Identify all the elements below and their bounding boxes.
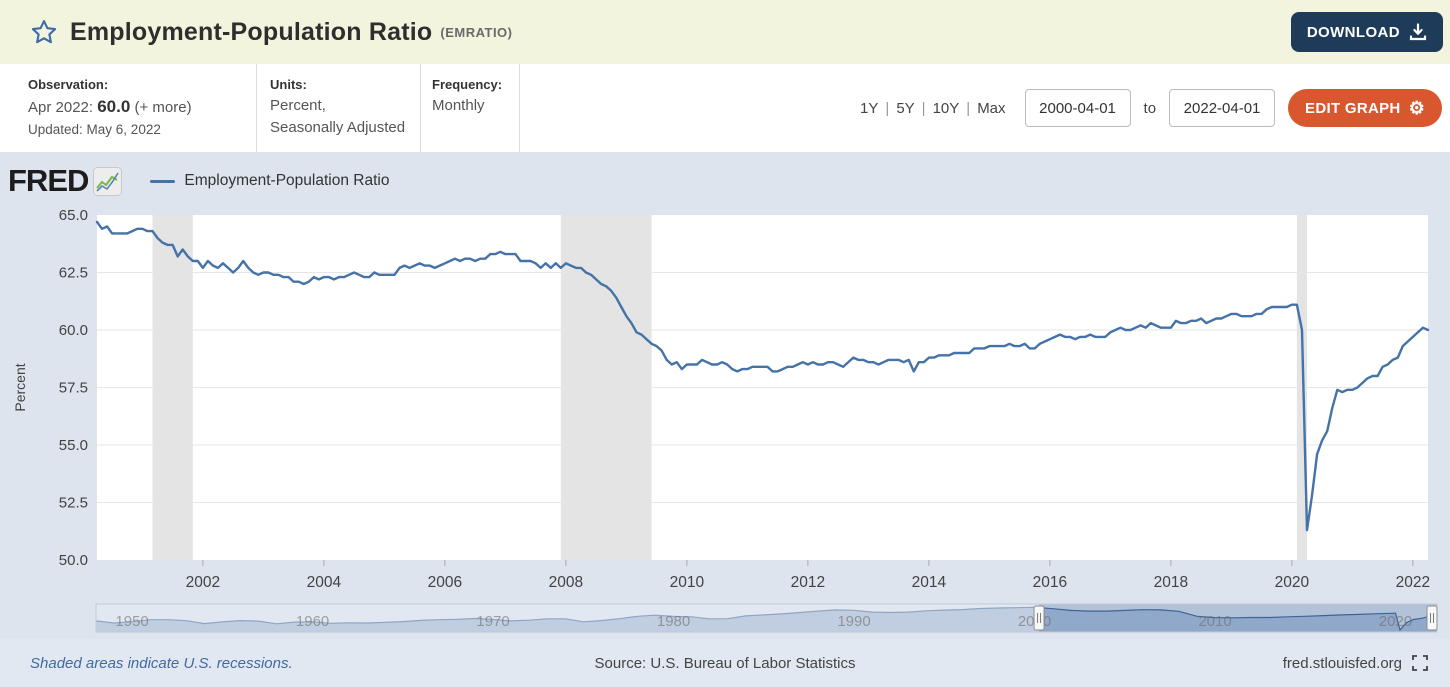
x-tick-label: 2014 [912, 574, 947, 591]
x-tick-label: 2002 [186, 574, 220, 591]
frequency-label: Frequency: [432, 77, 503, 92]
y-tick-label: 55.0 [59, 437, 88, 454]
x-tick-label: 2004 [307, 574, 342, 591]
y-tick-label: 60.0 [59, 322, 88, 339]
units-section: Units: Percent, Seasonally Adjusted [257, 64, 421, 152]
page-title: Employment-Population Ratio [70, 17, 433, 46]
units-label: Units: [270, 77, 307, 92]
x-tick-label: 2006 [428, 574, 462, 591]
y-tick-label: 62.5 [59, 265, 88, 282]
gear-icon: ⚙ [1408, 98, 1425, 118]
date-from-input[interactable] [1024, 89, 1131, 127]
series-legend: Employment-Population Ratio [150, 172, 389, 190]
y-tick-label: 57.5 [59, 380, 88, 397]
brand-row: FRED Employment-Population Ratio [8, 163, 389, 199]
download-icon [1409, 23, 1427, 41]
x-tick-label: 2010 [670, 574, 705, 591]
y-axis-title: Percent [12, 363, 28, 411]
range-separator: | [885, 99, 890, 117]
minimap-handle-right[interactable] [1426, 605, 1438, 631]
frequency-value: Monthly [432, 97, 485, 114]
observation-label: Observation: [28, 77, 109, 92]
y-tick-label: 50.0 [59, 552, 88, 569]
x-tick-label: 2022 [1396, 574, 1430, 591]
fullscreen-icon[interactable] [1412, 655, 1428, 671]
y-tick-label: 65.0 [59, 207, 88, 224]
download-button[interactable]: DOWNLOAD [1290, 12, 1443, 52]
range-10y[interactable]: 10Y [932, 99, 960, 117]
x-tick-label: 2020 [1275, 574, 1310, 591]
range-separator: | [921, 99, 926, 117]
minimap-handle-left[interactable] [1033, 605, 1045, 631]
range-presets: 1Y | 5Y | 10Y | Max [860, 100, 1005, 117]
units-value-line1: Percent, [270, 97, 326, 114]
recession-note: Shaded areas indicate U.S. recessions. [30, 654, 293, 672]
observation-more-link[interactable]: (+ more) [134, 99, 192, 116]
chart-section: FRED Employment-Population Ratio 65.0 62.… [0, 152, 1450, 687]
frequency-section: Frequency: Monthly [421, 64, 520, 152]
edit-graph-button[interactable]: EDIT GRAPH ⚙ [1288, 89, 1442, 127]
range-1y[interactable]: 1Y [860, 99, 879, 117]
favorite-star-icon[interactable] [30, 18, 58, 46]
meta-bar: Observation: Apr 2022: 60.0 (+ more) Upd… [0, 64, 1450, 152]
legend-label: Employment-Population Ratio [184, 172, 390, 189]
edit-graph-label: EDIT GRAPH [1305, 99, 1401, 117]
x-tick-label: 2008 [549, 574, 583, 591]
site-link[interactable]: fred.stlouisfed.org [1282, 654, 1402, 672]
minimap-year-label: 2020 [1379, 613, 1412, 630]
minimap-year-label: 1960 [296, 613, 329, 630]
x-tick-label: 2018 [1154, 574, 1188, 591]
range-controls: 1Y | 5Y | 10Y | Max to EDIT GRAPH ⚙ [860, 64, 1450, 152]
series-code: (EMRATIO) [440, 24, 513, 40]
date-to-input[interactable] [1169, 89, 1276, 127]
page-header: Employment-Population Ratio (EMRATIO) DO… [0, 0, 1450, 64]
minimap-year-label: 1990 [837, 613, 870, 630]
fred-logo[interactable]: FRED [8, 163, 89, 198]
fred-logo-chart-icon [93, 166, 123, 196]
x-tick-label: 2012 [791, 574, 825, 591]
range-max[interactable]: Max [977, 99, 1006, 117]
minimap-year-label: 1950 [115, 613, 148, 630]
source-text: Source: U.S. Bureau of Labor Statistics [594, 654, 856, 672]
observation-date: Apr 2022: [28, 99, 94, 116]
observation-updated: Updated: May 6, 2022 [28, 121, 161, 137]
minimap-area [96, 607, 1437, 632]
y-tick-label: 52.5 [59, 495, 88, 512]
x-tick-label: 2016 [1033, 574, 1067, 591]
minimap-unselected-mask [96, 604, 1040, 632]
observation-value: 60.0 [97, 97, 131, 116]
download-button-label: DOWNLOAD [1306, 23, 1400, 41]
minimap-year-label: 2010 [1198, 613, 1231, 630]
range-5y[interactable]: 5Y [896, 99, 915, 117]
legend-line-swatch [150, 179, 176, 183]
observation-section: Observation: Apr 2022: 60.0 (+ more) Upd… [0, 64, 257, 152]
minimap-year-label: 1980 [657, 613, 690, 630]
minimap-line [95, 606, 1438, 632]
range-separator: | [966, 99, 971, 117]
units-value-line2: Seasonally Adjusted [270, 118, 406, 136]
chart-footer: Shaded areas indicate U.S. recessions. S… [0, 639, 1450, 687]
date-to-label: to [1143, 99, 1157, 117]
series-line [95, 220, 1430, 532]
main-chart[interactable]: 65.0 62.5 60.0 57.5 55.0 52.5 50.0 Percent 2002 2… [0, 152, 1450, 687]
minimap-year-label: 1970 [476, 613, 509, 630]
